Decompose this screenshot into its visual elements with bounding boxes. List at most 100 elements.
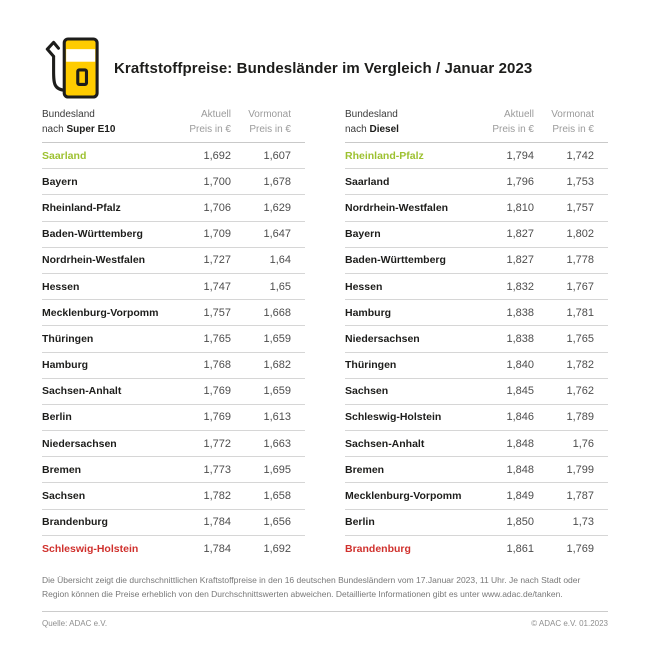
table-row: Sachsen-Anhalt 1,769 1,659 (42, 379, 305, 405)
aktuell-price: 1,850 (506, 516, 534, 529)
table-row: Hamburg 1,768 1,682 (42, 353, 305, 379)
state-name: Nordrhein-Westfalen (345, 201, 449, 214)
state-name: Saarland (345, 175, 390, 188)
aktuell-price: 1,848 (506, 437, 534, 450)
state-name: Hamburg (345, 306, 392, 319)
aktuell-price: 1,757 (203, 306, 231, 319)
table-row: Mecklenburg-Vorpommern 1,849 1,787 (345, 483, 608, 510)
aktuell-price: 1,840 (506, 359, 534, 372)
header: Kraftstoffpreise: Bundesländer im Vergle… (42, 32, 608, 104)
fuel-pump-icon (42, 35, 100, 101)
state-name: Sachsen-Anhalt (42, 385, 122, 398)
state-name: Rheinland-Pfalz (42, 201, 121, 214)
column-header-vormonat: Vormonat Preis in € (248, 109, 291, 135)
aktuell-price: 1,827 (506, 228, 534, 241)
state-name: Mecklenburg-Vorpommern (345, 490, 462, 503)
table-row: Sachsen 1,845 1,762 (345, 379, 608, 405)
state-name: Bremen (42, 463, 82, 476)
vormonat-price: 1,658 (263, 490, 291, 503)
table-row: Bremen 1,848 1,799 (345, 457, 608, 484)
vormonat-price: 1,787 (566, 490, 594, 503)
vormonat-price: 1,769 (566, 542, 594, 555)
column-label: Bundesland (42, 109, 95, 120)
vormonat-price: 1,65 (269, 280, 291, 293)
table-row: Bayern 1,700 1,678 (42, 169, 305, 196)
aktuell-price: 1,772 (203, 437, 231, 450)
column-header-bundesland: Bundesland nach Diesel (345, 108, 462, 137)
state-name: Berlin (42, 411, 72, 424)
vormonat-price: 1,753 (566, 175, 594, 188)
vormonat-price: 1,659 (263, 385, 291, 398)
aktuell-price: 1,768 (203, 359, 231, 372)
aktuell-price: 1,849 (506, 490, 534, 503)
aktuell-price: 1,827 (506, 254, 534, 267)
table-row: Berlin 1,769 1,613 (42, 405, 305, 432)
aktuell-price: 1,769 (203, 411, 231, 424)
table-row: Nordrhein-Westfalen 1,810 1,757 (345, 195, 608, 222)
table-row: Mecklenburg-Vorpommern 1,757 1,668 (42, 300, 305, 327)
state-name: Niedersachsen (42, 437, 117, 450)
table-row: Rheinland-Pfalz 1,794 1,742 (345, 143, 608, 170)
page-title: Kraftstoffpreise: Bundesländer im Vergle… (114, 59, 533, 77)
aktuell-price: 1,845 (506, 385, 534, 398)
footer: Quelle: ADAC e.V. © ADAC e.V. 01.2023 (42, 611, 608, 628)
state-name: Rheinland-Pfalz (345, 149, 424, 162)
vormonat-price: 1,695 (263, 463, 291, 476)
table-row: Brandenburg 1,861 1,769 (345, 536, 608, 562)
table-header: Bundesland nach Diesel Aktuell Preis in … (345, 108, 608, 143)
fuel-name: Super E10 (66, 123, 116, 135)
aktuell-price: 1,861 (506, 542, 534, 555)
state-name: Bayern (345, 228, 381, 241)
table-row: Niedersachsen 1,772 1,663 (42, 431, 305, 458)
column-header-bundesland: Bundesland nach Super E10 (42, 108, 159, 137)
aktuell-price: 1,810 (506, 201, 534, 214)
table-body-super-e10: Saarland 1,692 1,607 Bayern 1,700 1,678 Rheinl… (42, 143, 305, 562)
aktuell-price: 1,700 (203, 175, 231, 188)
table-row: Thüringen 1,840 1,782 (345, 353, 608, 379)
vormonat-price: 1,668 (263, 306, 291, 319)
vormonat-price: 1,64 (269, 254, 291, 267)
vormonat-price: 1,647 (263, 228, 291, 241)
table-row: Hessen 1,747 1,65 (42, 274, 305, 301)
aktuell-price: 1,773 (203, 463, 231, 476)
table-row: Bremen 1,773 1,695 (42, 457, 305, 484)
state-name: Bremen (345, 463, 385, 476)
vormonat-price: 1,757 (566, 201, 594, 214)
state-name: Brandenburg (345, 542, 411, 555)
table-row: Sachsen-Anhalt 1,848 1,76 (345, 431, 608, 458)
vormonat-price: 1,762 (566, 385, 594, 398)
table-row: Saarland 1,796 1,753 (345, 169, 608, 196)
state-name: Sachsen-Anhalt (345, 437, 425, 450)
aktuell-price: 1,727 (203, 254, 231, 267)
state-name: Berlin (345, 516, 375, 529)
table-header: Bundesland nach Super E10 Aktuell Preis … (42, 108, 305, 143)
aktuell-price: 1,769 (203, 385, 231, 398)
vormonat-price: 1,678 (263, 175, 291, 188)
vormonat-price: 1,782 (566, 359, 594, 372)
table-row: Rheinland-Pfalz 1,706 1,629 (42, 195, 305, 222)
aktuell-price: 1,796 (506, 175, 534, 188)
vormonat-price: 1,742 (566, 149, 594, 162)
aktuell-price: 1,706 (203, 201, 231, 214)
vormonat-price: 1,682 (263, 359, 291, 372)
state-name: Baden-Württemberg (42, 228, 143, 241)
column-header-aktuell: Aktuell Preis in € (492, 109, 534, 135)
tables-area: Bundesland nach Super E10 Aktuell Preis … (42, 108, 608, 562)
table-row: Saarland 1,692 1,607 (42, 143, 305, 170)
state-name: Sachsen (42, 490, 86, 503)
table-row: Schleswig-Holstein 1,846 1,789 (345, 405, 608, 432)
fuel-name: Diesel (369, 123, 399, 135)
aktuell-price: 1,794 (506, 149, 534, 162)
aktuell-price: 1,782 (203, 490, 231, 503)
aktuell-price: 1,784 (203, 516, 231, 529)
state-name: Thüringen (345, 359, 397, 372)
vormonat-price: 1,802 (566, 228, 594, 241)
table-row: Baden-Württemberg 1,709 1,647 (42, 222, 305, 248)
state-name: Schleswig-Holstein (345, 411, 442, 424)
vormonat-price: 1,629 (263, 201, 291, 214)
aktuell-price: 1,838 (506, 306, 534, 319)
vormonat-price: 1,613 (263, 411, 291, 424)
vormonat-price: 1,765 (566, 332, 594, 345)
vormonat-price: 1,767 (566, 280, 594, 293)
table-row: Sachsen 1,782 1,658 (42, 483, 305, 510)
